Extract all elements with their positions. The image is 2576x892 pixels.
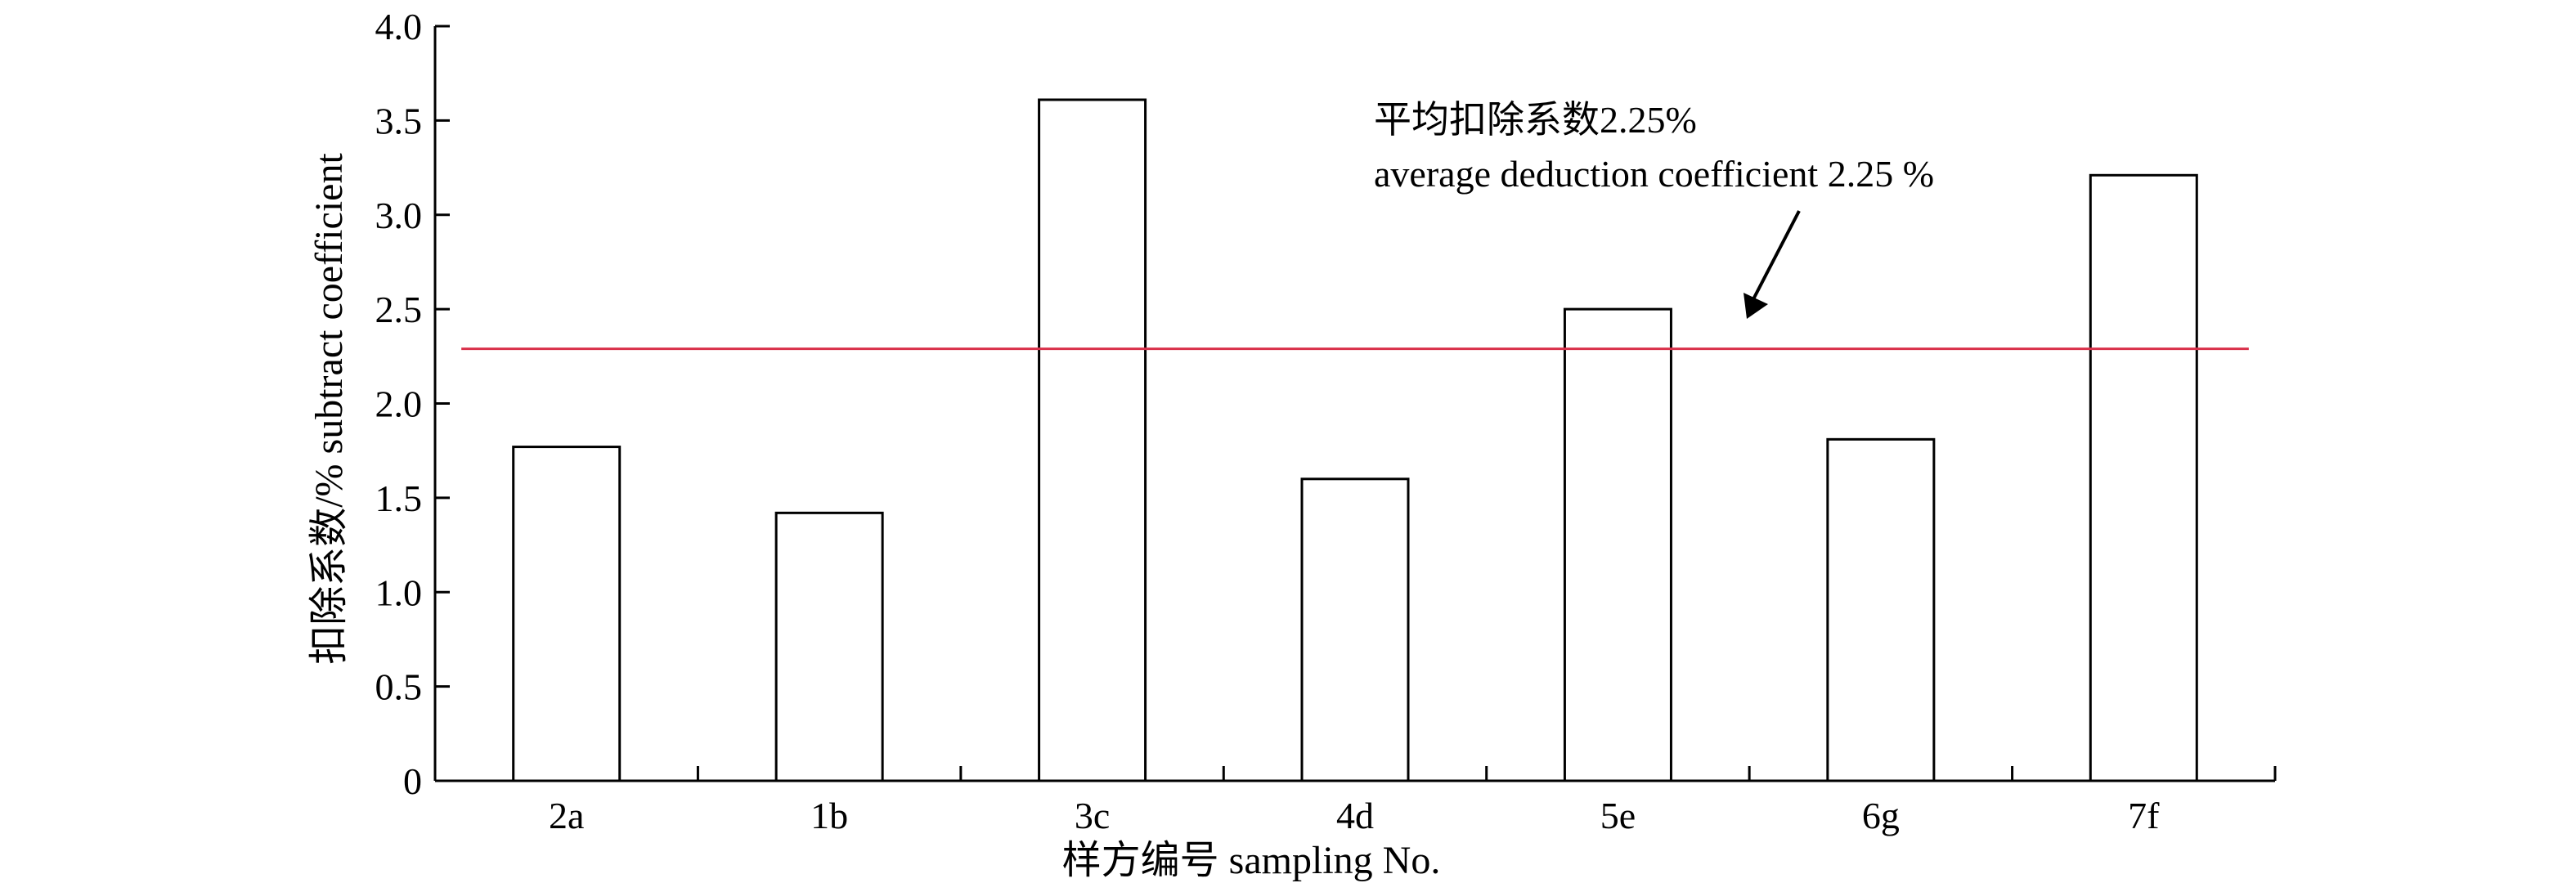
y-tick-label: 1.5 bbox=[375, 477, 423, 519]
y-tick-label: 3.5 bbox=[375, 100, 423, 141]
bar-3c bbox=[1038, 98, 1147, 782]
x-category-label: 2a bbox=[549, 795, 584, 836]
bar-4d bbox=[1300, 477, 1410, 782]
bar-1b bbox=[774, 511, 884, 782]
x-category-label: 7f bbox=[2128, 795, 2160, 836]
x-category-label: 4d bbox=[1336, 795, 1374, 836]
bars bbox=[512, 98, 2198, 782]
bar-6g bbox=[1826, 437, 1936, 782]
annotation-line-2: average deduction coefficient 2.25 % bbox=[1374, 153, 1934, 195]
bar-2a bbox=[512, 446, 622, 782]
y-ticks: 0 0.5 1.0 1.5 2.0 2.5 3.0 3.5 4.0 bbox=[375, 6, 450, 802]
y-tick-label: 1.0 bbox=[375, 572, 423, 613]
annotation-arrow bbox=[1744, 210, 1801, 319]
x-category-label: 6g bbox=[1862, 795, 1900, 836]
x-category-label: 3c bbox=[1075, 795, 1110, 836]
x-category-label: 1b bbox=[810, 795, 848, 836]
y-tick-label: 0 bbox=[403, 760, 422, 802]
x-axis-title: 样方编号 sampling No. bbox=[1062, 839, 1441, 882]
y-tick-label: 4.0 bbox=[375, 6, 423, 47]
bar-7f bbox=[2089, 173, 2198, 782]
x-category-labels: 2a 1b 3c 4d 5e 6g 7f bbox=[549, 795, 2160, 836]
y-tick-label: 2.5 bbox=[375, 289, 423, 330]
annotation-line-1: 平均扣除系数2.25% bbox=[1374, 99, 1697, 141]
y-tick-label: 3.0 bbox=[375, 195, 423, 236]
y-tick-label: 2.0 bbox=[375, 383, 423, 425]
x-category-label: 5e bbox=[1600, 795, 1636, 836]
bar-5e bbox=[1563, 307, 1672, 782]
y-axis-title: 扣除系数/% subtract coefficient bbox=[307, 153, 351, 665]
y-tick-label: 0.5 bbox=[375, 666, 423, 708]
